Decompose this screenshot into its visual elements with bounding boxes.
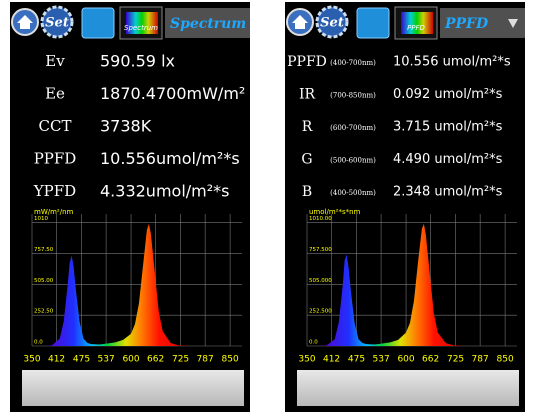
thumbnail-label: PPFD xyxy=(407,24,425,32)
home-icon xyxy=(17,15,33,29)
reading-range: (400-500nm) xyxy=(330,189,376,197)
x-tick-label: 850 xyxy=(222,355,239,365)
x-tick-label: 662 xyxy=(422,355,439,365)
settings-label: Set xyxy=(45,16,69,31)
reading-label: Ee xyxy=(45,85,65,103)
folder-button[interactable] xyxy=(356,7,390,39)
spectrum-area xyxy=(43,223,231,346)
reading-value: 2.348 umol/m²*s xyxy=(393,185,503,200)
x-tick-label: 350 xyxy=(23,355,40,365)
mode-tab-label: PPFD xyxy=(444,16,489,32)
reading-range: (600-700nm) xyxy=(330,124,376,132)
y-tick-label: 252.500 xyxy=(309,309,332,315)
reading-value: 4.332umol/m²*s xyxy=(100,182,230,201)
reading-value: 0.092 umol/m²*s xyxy=(393,87,503,102)
reading-value: 3.715 umol/m²*s xyxy=(393,120,503,135)
y-tick-label: 757.50 xyxy=(34,247,54,253)
x-tick-label: 537 xyxy=(373,355,390,365)
settings-button[interactable] xyxy=(40,5,74,39)
reading-value: 10.556 umol/m²*s xyxy=(393,55,511,70)
y-tick-label: 0.0 xyxy=(34,340,43,346)
settings-label: Set xyxy=(320,16,344,31)
reading-label: PPFD xyxy=(287,54,327,70)
y-tick-label: 505.000 xyxy=(309,278,332,284)
x-tick-label: 725 xyxy=(447,355,464,365)
x-tick-label: 850 xyxy=(497,355,514,365)
reading-range: (400-700nm) xyxy=(330,59,376,67)
x-tick-label: 475 xyxy=(73,355,90,365)
x-tick-label: 537 xyxy=(98,355,115,365)
reading-value: 590.59 lx xyxy=(100,52,175,71)
x-tick-label: 787 xyxy=(472,355,489,365)
folder-button[interactable] xyxy=(81,7,115,39)
reading-label: R xyxy=(302,119,313,135)
thumbnail-spectrum xyxy=(401,12,433,34)
y-tick-label: 1010 xyxy=(34,216,48,222)
y-tick-label: 0.0 xyxy=(309,340,318,346)
thumbnail-spectrum xyxy=(126,12,158,34)
x-tick-label: 600 xyxy=(122,355,139,365)
reading-label: B xyxy=(302,184,312,200)
reading-label: CCT xyxy=(39,117,72,135)
x-tick-label: 725 xyxy=(172,355,189,365)
reading-value: 4.490 umol/m²*s xyxy=(393,152,503,167)
dropdown-arrow xyxy=(508,19,518,28)
reading-range: (500-600nm) xyxy=(330,157,376,165)
reading-label: G xyxy=(301,152,312,168)
x-tick-label: 475 xyxy=(348,355,365,365)
x-tick-label: 662 xyxy=(147,355,164,365)
bottom-button[interactable] xyxy=(297,370,519,406)
y-tick-label: 1010.00 xyxy=(309,216,332,222)
thumbnail-label: Spectrum xyxy=(124,24,158,32)
reading-label: Ev xyxy=(45,52,65,70)
x-tick-label: 350 xyxy=(298,355,315,365)
mode-tab-label: Spectrum xyxy=(170,16,246,32)
x-tick-label: 412 xyxy=(48,355,65,365)
spectrum-area xyxy=(318,223,506,346)
reading-label: IR xyxy=(299,87,316,103)
mode-tab[interactable] xyxy=(165,8,250,38)
reading-range: (700-850nm) xyxy=(330,92,376,100)
reading-label: YPFD xyxy=(33,182,76,200)
x-tick-label: 787 xyxy=(197,355,214,365)
x-tick-label: 412 xyxy=(323,355,340,365)
y-tick-label: 252.50 xyxy=(34,309,54,315)
home-icon xyxy=(292,15,308,29)
settings-button[interactable] xyxy=(315,5,349,39)
y-axis-label: mW/m²/nm xyxy=(34,208,74,216)
reading-label: PPFD xyxy=(34,150,77,168)
reading-value: 10.556umol/m²*s xyxy=(100,149,240,168)
y-tick-label: 505.00 xyxy=(34,278,54,284)
phone-screen: Set Spectrum Spectrum Ev 590.59 lx Ee 1870.470… xyxy=(10,2,250,412)
y-axis-label: umol/m²*s*nm xyxy=(309,208,361,216)
bottom-button[interactable] xyxy=(22,370,244,406)
reading-value: 1870.4700mW/m² xyxy=(100,84,245,103)
y-tick-label: 757.500 xyxy=(309,247,332,253)
x-tick-label: 600 xyxy=(397,355,414,365)
reading-value: 3738K xyxy=(100,117,152,136)
